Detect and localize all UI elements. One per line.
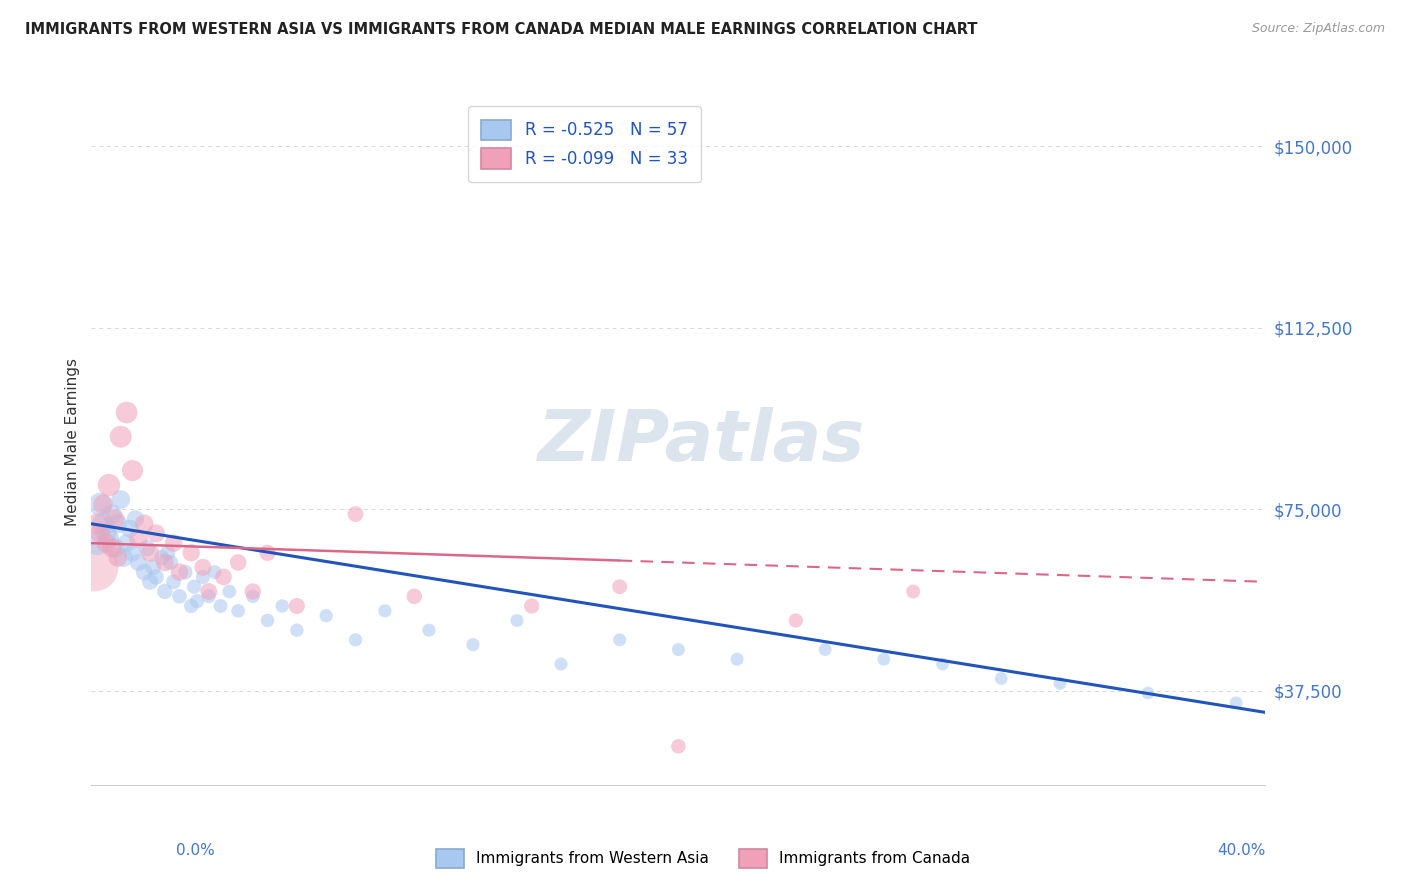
- Point: [666, 739, 689, 754]
- Point: [107, 516, 129, 531]
- Text: 0.0%: 0.0%: [176, 843, 215, 858]
- Point: [1225, 696, 1247, 710]
- Point: [814, 642, 837, 657]
- Point: [256, 614, 278, 628]
- Point: [197, 584, 219, 599]
- Point: [226, 556, 249, 570]
- Point: [98, 478, 121, 492]
- Point: [101, 507, 124, 521]
- Text: IMMIGRANTS FROM WESTERN ASIA VS IMMIGRANTS FROM CANADA MEDIAN MALE EARNINGS CORR: IMMIGRANTS FROM WESTERN ASIA VS IMMIGRAN…: [25, 22, 977, 37]
- Point: [315, 608, 337, 623]
- Point: [89, 526, 111, 541]
- Point: [127, 531, 149, 545]
- Point: [169, 590, 191, 604]
- Point: [94, 536, 117, 550]
- Point: [169, 565, 191, 579]
- Point: [212, 570, 235, 584]
- Point: [191, 570, 214, 584]
- Point: [520, 599, 543, 613]
- Text: ZIPatlas: ZIPatlas: [538, 407, 866, 476]
- Point: [150, 550, 173, 565]
- Point: [153, 556, 176, 570]
- Point: [180, 599, 202, 613]
- Point: [174, 565, 197, 579]
- Point: [197, 590, 219, 604]
- Legend: R = -0.525   N = 57, R = -0.099   N = 33: R = -0.525 N = 57, R = -0.099 N = 33: [468, 106, 702, 182]
- Y-axis label: Median Male Earnings: Median Male Earnings: [65, 358, 80, 525]
- Point: [506, 614, 529, 628]
- Point: [256, 546, 278, 560]
- Point: [139, 574, 162, 589]
- Point: [156, 546, 179, 560]
- Point: [191, 560, 214, 574]
- Point: [134, 565, 156, 579]
- Point: [145, 570, 167, 584]
- Point: [226, 604, 249, 618]
- Point: [110, 492, 132, 507]
- Point: [98, 531, 121, 545]
- Point: [89, 497, 111, 511]
- Point: [124, 512, 146, 526]
- Point: [242, 590, 264, 604]
- Point: [94, 526, 117, 541]
- Point: [104, 541, 127, 555]
- Point: [418, 623, 440, 637]
- Point: [112, 550, 135, 565]
- Point: [666, 642, 689, 657]
- Point: [271, 599, 294, 613]
- Point: [609, 580, 631, 594]
- Point: [186, 594, 208, 608]
- Point: [609, 632, 631, 647]
- Point: [404, 590, 426, 604]
- Point: [136, 541, 159, 555]
- Point: [180, 546, 202, 560]
- Point: [374, 604, 396, 618]
- Point: [162, 536, 184, 550]
- Point: [183, 580, 205, 594]
- Point: [115, 536, 138, 550]
- Point: [204, 565, 226, 579]
- Text: Source: ZipAtlas.com: Source: ZipAtlas.com: [1251, 22, 1385, 36]
- Point: [101, 541, 124, 555]
- Point: [209, 599, 232, 613]
- Point: [153, 584, 176, 599]
- Point: [550, 657, 572, 671]
- Point: [285, 599, 308, 613]
- Point: [104, 512, 127, 526]
- Point: [142, 560, 165, 574]
- Point: [86, 516, 108, 531]
- Point: [242, 584, 264, 599]
- Point: [903, 584, 925, 599]
- Point: [159, 556, 181, 570]
- Point: [83, 560, 105, 574]
- Point: [145, 526, 167, 541]
- Point: [127, 556, 149, 570]
- Point: [107, 550, 129, 565]
- Point: [218, 584, 240, 599]
- Point: [162, 574, 184, 589]
- Point: [121, 546, 143, 560]
- Point: [990, 672, 1012, 686]
- Point: [139, 546, 162, 560]
- Point: [134, 516, 156, 531]
- Point: [344, 632, 367, 647]
- Point: [1049, 676, 1071, 690]
- Point: [285, 623, 308, 637]
- Point: [86, 536, 108, 550]
- Point: [873, 652, 896, 666]
- Point: [461, 638, 484, 652]
- Point: [110, 430, 132, 444]
- Point: [115, 405, 138, 419]
- Point: [931, 657, 953, 671]
- Point: [91, 497, 114, 511]
- Legend: Immigrants from Western Asia, Immigrants from Canada: Immigrants from Western Asia, Immigrants…: [430, 843, 976, 873]
- Point: [785, 614, 807, 628]
- Point: [1136, 686, 1159, 700]
- Point: [725, 652, 748, 666]
- Point: [91, 516, 114, 531]
- Point: [344, 507, 367, 521]
- Text: 40.0%: 40.0%: [1218, 843, 1265, 858]
- Point: [121, 464, 143, 478]
- Point: [118, 522, 141, 536]
